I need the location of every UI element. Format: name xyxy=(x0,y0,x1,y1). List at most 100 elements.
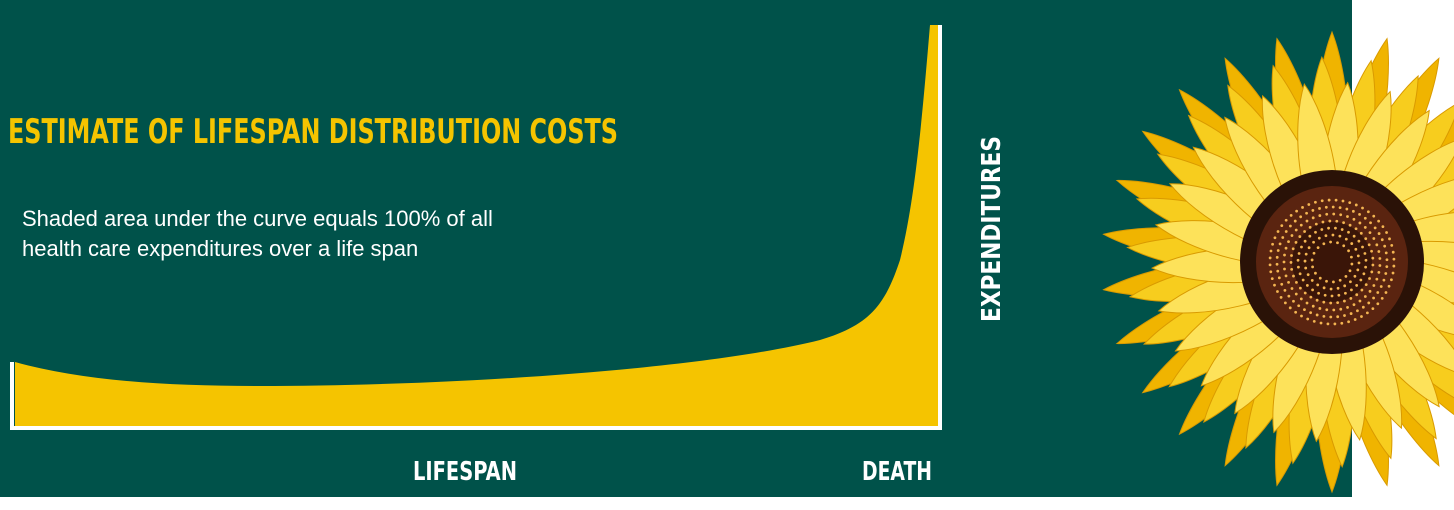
seed-dot xyxy=(1353,318,1357,321)
seed-dot xyxy=(1336,315,1340,319)
seed-dot xyxy=(1292,274,1295,278)
seed-dot xyxy=(1287,240,1290,244)
seed-dot xyxy=(1361,206,1364,210)
seed-dot xyxy=(1370,249,1373,253)
seed-dot xyxy=(1294,228,1298,232)
seed-dot xyxy=(1300,314,1303,318)
seed-dot xyxy=(1276,249,1280,252)
seed-dot xyxy=(1338,206,1342,209)
seed-dot xyxy=(1310,258,1314,262)
seed-dot xyxy=(1352,217,1356,221)
seed-dot xyxy=(1283,289,1287,292)
seed-dot xyxy=(1391,271,1395,275)
seed-dot xyxy=(1317,291,1320,295)
seed-dot xyxy=(1304,252,1308,256)
seed-dot xyxy=(1331,233,1335,237)
seed-dot xyxy=(1298,286,1302,290)
seed-dot xyxy=(1303,291,1307,295)
seed-dot xyxy=(1372,284,1376,287)
seed-dot xyxy=(1289,213,1293,217)
seed-dot xyxy=(1308,225,1312,229)
seed-dot xyxy=(1331,205,1335,209)
seed-dot xyxy=(1339,307,1343,311)
seed-dot xyxy=(1301,278,1305,282)
seed-dot xyxy=(1290,254,1293,257)
flower-core xyxy=(1292,222,1372,302)
description-line: Shaded area under the curve equals 100% … xyxy=(22,206,493,231)
seed-dot xyxy=(1295,209,1299,213)
seed-dot xyxy=(1294,240,1298,244)
seed-dot xyxy=(1312,240,1315,244)
seed-dot xyxy=(1329,287,1333,291)
seed-dot xyxy=(1326,322,1330,326)
seed-dot xyxy=(1387,284,1391,288)
x-axis-end-label: DEATH xyxy=(862,457,932,487)
seed-dot xyxy=(1316,283,1320,287)
seed-dot xyxy=(1314,271,1317,275)
seed-dot xyxy=(1370,270,1374,274)
seed-dot xyxy=(1341,199,1345,203)
seed-dot xyxy=(1323,293,1327,297)
seed-dot xyxy=(1364,237,1368,241)
seed-dot xyxy=(1277,276,1281,280)
seed-dot xyxy=(1375,243,1379,247)
seed-dot xyxy=(1367,301,1371,305)
seed-dot xyxy=(1360,288,1364,292)
seed-dot xyxy=(1325,308,1329,312)
seed-dot xyxy=(1297,304,1301,308)
seed-dot xyxy=(1344,237,1348,241)
seed-dot xyxy=(1305,301,1309,305)
seed-dot xyxy=(1268,256,1272,260)
seed-dot xyxy=(1296,258,1300,262)
seed-dot xyxy=(1276,230,1280,233)
seed-dot xyxy=(1332,280,1335,284)
seed-dot xyxy=(1318,307,1322,310)
seed-dot xyxy=(1361,245,1364,249)
seed-dot xyxy=(1318,207,1321,210)
seed-dot xyxy=(1307,246,1311,250)
seed-dot xyxy=(1305,211,1308,215)
seed-dot xyxy=(1275,262,1279,266)
seed-dot xyxy=(1348,223,1352,227)
seed-dot xyxy=(1356,254,1360,258)
seed-dot xyxy=(1325,279,1328,283)
seed-dot xyxy=(1348,201,1352,204)
seed-dot xyxy=(1292,299,1295,303)
seed-dot xyxy=(1349,312,1353,315)
seed-dot xyxy=(1320,199,1324,203)
seed-dot xyxy=(1392,257,1396,261)
seed-dot xyxy=(1314,200,1317,204)
seed-dot xyxy=(1328,219,1332,223)
seed-dot xyxy=(1363,216,1367,220)
seed-dot xyxy=(1311,216,1315,220)
seed-dot xyxy=(1301,206,1304,209)
seed-dot xyxy=(1283,267,1286,271)
seed-dot xyxy=(1287,294,1291,298)
seed-dot xyxy=(1311,265,1315,269)
seed-dot xyxy=(1348,269,1352,273)
seed-dot xyxy=(1375,277,1379,281)
seed-dot xyxy=(1376,291,1380,294)
seed-dot xyxy=(1319,321,1323,325)
seed-dot xyxy=(1385,231,1388,234)
seed-dot xyxy=(1298,235,1302,238)
seed-dot xyxy=(1293,219,1297,223)
seed-dot xyxy=(1345,207,1349,211)
seed-dot xyxy=(1314,230,1317,234)
seed-dot xyxy=(1306,273,1310,277)
description-line: health care expenditures over a life spa… xyxy=(22,236,418,261)
seed-dot xyxy=(1385,265,1389,269)
seed-dot xyxy=(1377,271,1381,274)
seed-dot xyxy=(1305,219,1309,223)
seed-dot xyxy=(1329,240,1332,244)
seed-dot xyxy=(1380,296,1384,300)
seed-dot xyxy=(1303,259,1307,263)
seed-dot xyxy=(1356,309,1359,313)
seed-dot xyxy=(1324,205,1328,209)
seed-dot xyxy=(1284,246,1288,250)
seed-dot xyxy=(1338,234,1342,238)
seed-dot xyxy=(1322,242,1326,246)
seed-dot xyxy=(1354,247,1358,251)
seed-dot xyxy=(1284,230,1288,233)
